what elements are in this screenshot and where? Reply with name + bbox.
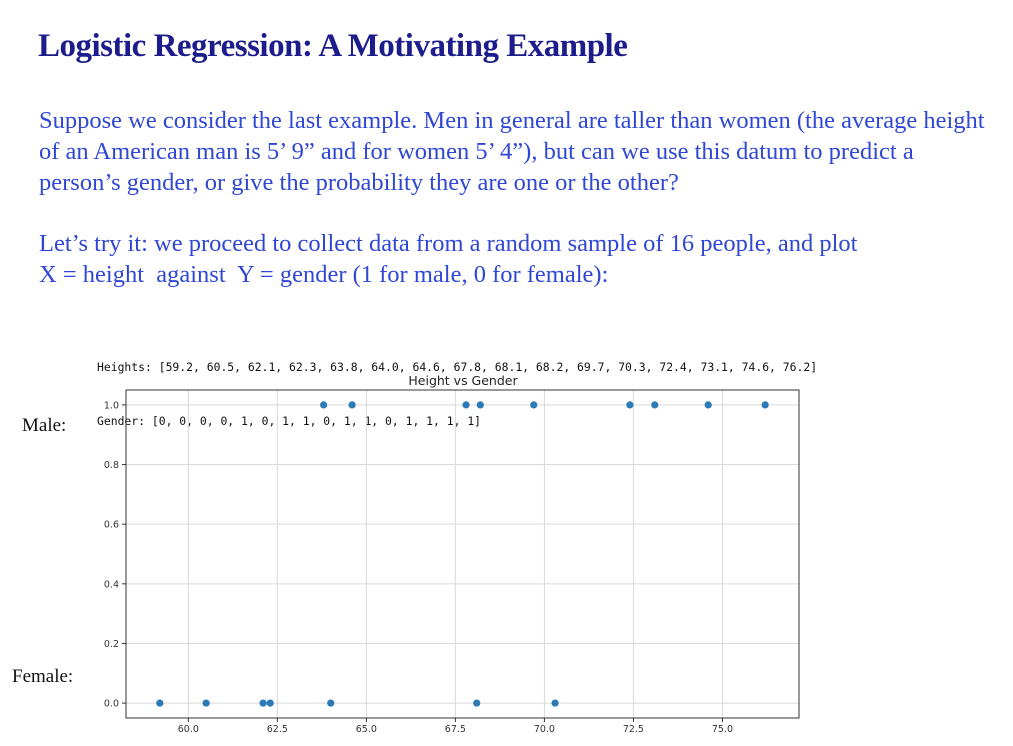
female-label: Female: [12, 666, 74, 687]
data-point [704, 401, 712, 409]
data-point [327, 699, 335, 707]
y-tick-label: 1.0 [104, 400, 119, 411]
data-point [462, 401, 470, 409]
male-label: Male: [22, 415, 67, 436]
data-point [266, 699, 274, 707]
chart-title: Height vs Gender [408, 373, 518, 388]
data-point [202, 699, 210, 707]
data-point [551, 699, 559, 707]
y-tick-label: 0.2 [104, 639, 119, 650]
y-tick-label: 0.0 [104, 699, 119, 710]
heights-output-line: Heights: [59.2, 60.5, 62.1, 62.3, 63.8, … [97, 360, 818, 374]
y-tick-label: 0.8 [104, 460, 119, 471]
y-tick-label: 0.4 [104, 579, 119, 590]
method-paragraph-line-1: Let’s try it: we proceed to collect data… [39, 230, 858, 257]
x-tick-label: 65.0 [356, 724, 377, 735]
x-tick-label: 75.0 [712, 724, 733, 735]
x-tick-label: 72.5 [623, 724, 644, 735]
method-paragraph: Let’s try it: we proceed to collect data… [39, 228, 989, 290]
data-point [476, 401, 484, 409]
data-point [626, 401, 634, 409]
data-point [530, 401, 538, 409]
plot-area [125, 389, 800, 719]
grid-lines [126, 390, 799, 718]
x-tick-label: 60.0 [178, 724, 199, 735]
data-point [259, 699, 267, 707]
x-tick-label: 70.0 [534, 724, 555, 735]
x-axis-ticks: 60.0 62.5 65.0 67.5 70.0 72.5 75.0 [178, 718, 733, 735]
y-axis-ticks: 0.0 0.2 0.4 0.6 0.8 1.0 [104, 400, 126, 710]
x-tick-label: 67.5 [445, 724, 466, 735]
data-points [156, 401, 769, 707]
data-point [348, 401, 356, 409]
slide-title: Logistic Regression: A Motivating Exampl… [38, 28, 628, 64]
data-point [320, 401, 328, 409]
method-paragraph-line-2: X = height against Y = gender (1 for mal… [39, 261, 609, 288]
data-point [156, 699, 164, 707]
y-tick-label: 0.6 [104, 520, 119, 531]
code-output: Heights: [59.2, 60.5, 62.1, 62.3, 63.8, … [97, 322, 817, 448]
gender-output-line: Gender: [0, 0, 0, 0, 1, 0, 1, 1, 0, 1, 1… [97, 414, 482, 428]
data-point [473, 699, 481, 707]
data-point [651, 401, 659, 409]
intro-paragraph: Suppose we consider the last example. Me… [39, 107, 985, 196]
x-tick-label: 62.5 [267, 724, 288, 735]
data-point [761, 401, 769, 409]
